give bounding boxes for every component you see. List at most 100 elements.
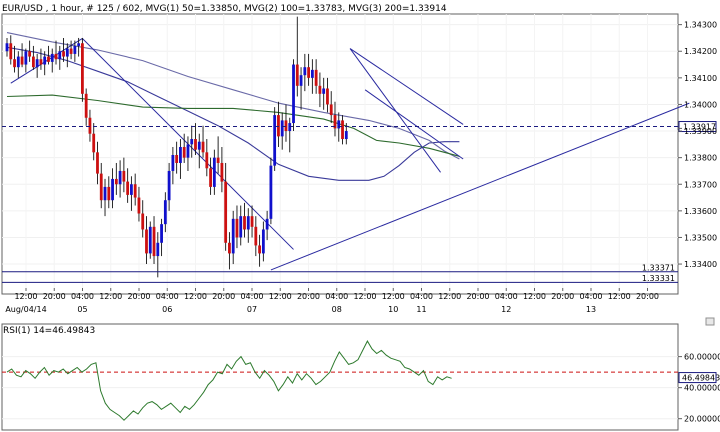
candle-body xyxy=(133,184,137,198)
price-tick-label: 1.33700 xyxy=(684,180,717,189)
time-tick-label: 12:00 xyxy=(382,292,405,301)
price-tick-label: 1.34300 xyxy=(684,21,717,30)
candle-body xyxy=(118,170,122,185)
rsi-tick-label: 20.00000 xyxy=(684,415,720,424)
candle-body xyxy=(322,88,326,94)
candle-body xyxy=(246,216,250,230)
rsi-current-box xyxy=(678,372,717,384)
candle-body xyxy=(141,213,145,230)
candle-body xyxy=(329,104,333,116)
candle-body xyxy=(88,117,92,134)
time-tick-label: 04:00 xyxy=(579,292,602,301)
candle-body xyxy=(269,165,273,219)
current-price-box xyxy=(678,121,717,133)
scroll-marker-icon[interactable] xyxy=(705,317,715,326)
time-tick-label: 20:00 xyxy=(466,292,489,301)
candle-body xyxy=(77,43,81,46)
candle-body xyxy=(24,51,28,65)
candle-body xyxy=(231,218,235,254)
candle-body xyxy=(20,56,24,65)
candle-body xyxy=(277,115,280,137)
candle-body xyxy=(69,48,73,54)
candle-body xyxy=(43,56,47,65)
date-tick-label: Aug/04/14 xyxy=(5,305,46,314)
candle-body xyxy=(288,123,292,132)
candle-body xyxy=(314,69,318,86)
rsi-line xyxy=(6,340,452,421)
candle-body xyxy=(92,133,96,153)
candle-body xyxy=(250,216,254,227)
time-tick-label: 20:00 xyxy=(127,292,150,301)
current-price-label: 1.33917 xyxy=(683,123,716,132)
candle-body xyxy=(16,56,20,68)
time-tick-label: 12:00 xyxy=(438,292,461,301)
moving-average-line xyxy=(6,46,460,181)
candle-body xyxy=(205,152,209,169)
candle-body xyxy=(137,197,141,214)
candle-body xyxy=(186,144,190,158)
candle-body xyxy=(99,173,103,201)
candle-body xyxy=(318,85,322,94)
candle-body xyxy=(197,141,201,150)
candle-body xyxy=(243,216,246,230)
candle-body xyxy=(228,242,231,254)
candle-body xyxy=(122,170,126,182)
time-tick-label: 04:00 xyxy=(156,292,179,301)
time-tick-label: 12:00 xyxy=(99,292,122,301)
date-tick-label: 11 xyxy=(416,305,426,314)
time-tick-label: 20:00 xyxy=(636,292,659,301)
candle-body xyxy=(337,120,341,129)
candle-body xyxy=(280,120,284,137)
price-tick-label: 1.33400 xyxy=(684,260,717,269)
candle-body xyxy=(224,181,228,243)
time-tick-label: 04:00 xyxy=(495,292,518,301)
trend-line xyxy=(10,38,83,84)
candle-body xyxy=(265,218,269,230)
rsi-panel-frame xyxy=(1,323,679,431)
candle-body xyxy=(212,157,216,187)
candle-body xyxy=(73,45,77,54)
time-tick-label: 12:00 xyxy=(523,292,546,301)
rsi-tick-label: 40.00000 xyxy=(684,384,720,393)
candle-body xyxy=(114,178,118,185)
candle-body xyxy=(333,115,337,129)
candle-body xyxy=(220,162,224,182)
date-tick-label: 05 xyxy=(77,305,87,314)
candle-body xyxy=(160,224,163,243)
price-tick-label: 1.34000 xyxy=(684,100,717,109)
candle-body xyxy=(28,51,32,57)
candle-body xyxy=(344,131,348,140)
time-tick-label: 20:00 xyxy=(43,292,66,301)
time-tick-label: 04:00 xyxy=(240,292,263,301)
candle-body xyxy=(261,229,265,254)
candle-body xyxy=(295,64,299,86)
candle-body xyxy=(307,67,310,78)
price-tick-label: 1.34200 xyxy=(684,47,717,56)
price-tick-label: 1.34100 xyxy=(684,74,717,83)
candle-body xyxy=(62,51,65,57)
time-tick-label: 04:00 xyxy=(71,292,94,301)
moving-average-line xyxy=(6,94,460,157)
price-panel-frame xyxy=(1,13,679,295)
date-tick-label: 10 xyxy=(388,305,398,314)
candle-body xyxy=(284,120,288,132)
candle-body xyxy=(303,67,307,76)
time-tick-label: 20:00 xyxy=(212,292,235,301)
candle-body xyxy=(152,226,156,257)
candle-body xyxy=(31,56,35,68)
candle-body xyxy=(182,147,186,158)
date-tick-label: 06 xyxy=(162,305,172,314)
candle-body xyxy=(235,218,239,238)
trend-line xyxy=(349,48,464,125)
trend-line xyxy=(349,48,441,173)
candle-body xyxy=(148,226,152,254)
candle-body xyxy=(216,157,220,163)
time-tick-label: 12:00 xyxy=(269,292,292,301)
time-tick-label: 12:00 xyxy=(353,292,376,301)
candle-body xyxy=(35,59,39,68)
price-tick-label: 1.33800 xyxy=(684,154,717,163)
candle-body xyxy=(145,229,148,254)
candle-body xyxy=(5,43,9,52)
candle-body xyxy=(239,216,243,238)
